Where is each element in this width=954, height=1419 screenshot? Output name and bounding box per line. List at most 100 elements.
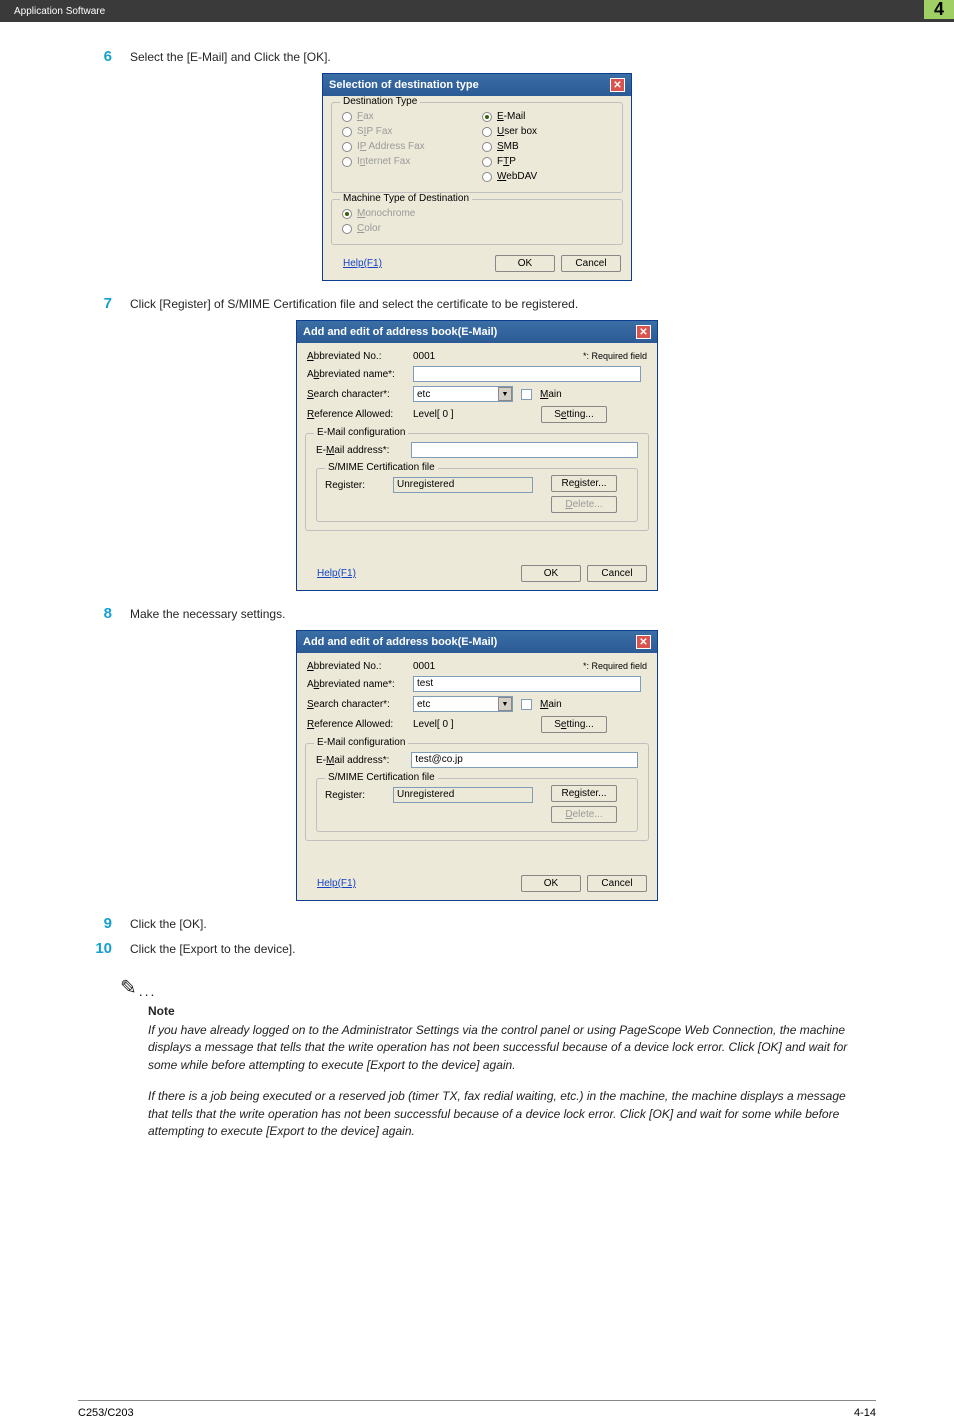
dialog2-titlebar: Add and edit of address book(E-Mail) ✕ [297, 321, 657, 343]
email-addr-label: E-Mail address*: [316, 755, 403, 766]
smime-group: S/MIME Certification file Register: Unre… [316, 468, 638, 522]
ref-value: Level[ 0 ] [413, 719, 513, 730]
dialog3-titlebar: Add and edit of address book(E-Mail) ✕ [297, 631, 657, 653]
webdav-radio[interactable]: WebDAV [482, 169, 612, 184]
email-addr-label: E-Mail address*: [316, 445, 403, 456]
search-select[interactable]: etc▼ [413, 386, 513, 402]
machine-type-label: Machine Type of Destination [340, 193, 472, 204]
mono-radio: Monochrome [342, 206, 612, 221]
sip-radio: SIP Fax [342, 124, 472, 139]
step-num-8: 8 [90, 605, 112, 622]
note-p1: If you have already logged on to the Adm… [148, 1022, 864, 1074]
email-radio[interactable]: E-Mail [482, 109, 612, 124]
help-link[interactable]: Help(F1) [317, 568, 356, 579]
destination-type-group: Destination Type Fax SIP Fax IP Address … [331, 102, 623, 193]
cancel-button[interactable]: Cancel [587, 565, 647, 582]
register-label: Register: [325, 790, 385, 801]
step-num-10: 10 [90, 940, 112, 957]
abbr-no-value: 0001 [413, 351, 503, 362]
search-label: Search character*: [307, 389, 405, 400]
search-select[interactable]: etc▼ [413, 696, 513, 712]
step-text-7: Click [Register] of S/MIME Certification… [130, 295, 864, 312]
ok-button[interactable]: OK [521, 875, 581, 892]
note-icon: ✎ ... [120, 975, 864, 1000]
step-num-6: 6 [90, 48, 112, 65]
userbox-radio[interactable]: User box [482, 124, 612, 139]
delete-button: Delete... [551, 806, 617, 823]
dialog1-titlebar: Selection of destination type ✕ [323, 74, 631, 96]
page-content: 6 Select the [E-Mail] and Click the [OK]… [0, 22, 954, 1140]
required-note: *: Required field [583, 661, 647, 671]
step-8: 8 Make the necessary settings. [90, 605, 864, 622]
email-config-group: E-Mail configuration E-Mail address*: te… [305, 743, 649, 841]
header-bar: Application Software 4 [0, 0, 954, 22]
setting-button[interactable]: Setting... [541, 406, 607, 423]
step-6: 6 Select the [E-Mail] and Click the [OK]… [90, 48, 864, 65]
dialog1-wrap: Selection of destination type ✕ Destinat… [90, 73, 864, 281]
register-buttons: Register... Delete... [551, 475, 629, 513]
step-num-7: 7 [90, 295, 112, 312]
ftp-radio[interactable]: FTP [482, 154, 612, 169]
email-input[interactable] [411, 442, 638, 458]
smime-label: S/MIME Certification file [325, 462, 438, 473]
close-icon[interactable]: ✕ [610, 78, 625, 92]
main-label: Main [540, 389, 562, 400]
abbr-name-label: Abbreviated name*: [307, 369, 405, 380]
required-note: *: Required field [583, 351, 647, 361]
addressbook-dialog-filled: Add and edit of address book(E-Mail) ✕ A… [296, 630, 658, 901]
help-link[interactable]: Help(F1) [343, 258, 382, 269]
search-label: Search character*: [307, 699, 405, 710]
radio-columns: Fax SIP Fax IP Address Fax Internet Fax … [342, 109, 612, 184]
help-link[interactable]: Help(F1) [317, 878, 356, 889]
fax-radio[interactable]: Fax [342, 109, 472, 124]
form-area: Abbreviated No.: 0001 *: Required field … [297, 653, 657, 737]
register-button[interactable]: Register... [551, 785, 617, 802]
step-text-10: Click the [Export to the device]. [130, 940, 864, 957]
smime-group: S/MIME Certification file Register: Unre… [316, 778, 638, 832]
footer-left: C253/C203 [78, 1407, 134, 1419]
email-config-label: E-Mail configuration [314, 737, 408, 748]
email-input[interactable]: test@co.jp [411, 752, 638, 768]
step-7: 7 Click [Register] of S/MIME Certificati… [90, 295, 864, 312]
register-button[interactable]: Register... [551, 475, 617, 492]
delete-button: Delete... [551, 496, 617, 513]
machine-type-group: Machine Type of Destination Monochrome C… [331, 199, 623, 245]
close-icon[interactable]: ✕ [636, 635, 651, 649]
dialog3-wrap: Add and edit of address book(E-Mail) ✕ A… [90, 630, 864, 901]
note-label: Note [148, 1004, 864, 1018]
setting-button[interactable]: Setting... [541, 716, 607, 733]
abbr-name-input[interactable]: test [413, 676, 641, 692]
ref-label: Reference Allowed: [307, 409, 405, 420]
chapter-number: 4 [924, 0, 954, 22]
abbr-no-label: Abbreviated No.: [307, 351, 405, 362]
addressbook-dialog-empty: Add and edit of address book(E-Mail) ✕ A… [296, 320, 658, 591]
register-buttons: Register... Delete... [551, 785, 629, 823]
step-num-9: 9 [90, 915, 112, 932]
smb-radio[interactable]: SMB [482, 139, 612, 154]
dialog2-wrap: Add and edit of address book(E-Mail) ✕ A… [90, 320, 864, 591]
dialog3-buttons: Help(F1) OK Cancel [297, 871, 657, 900]
form-area: Abbreviated No.: 0001 *: Required field … [297, 343, 657, 427]
step-text-8: Make the necessary settings. [130, 605, 864, 622]
close-icon[interactable]: ✕ [636, 325, 651, 339]
main-label: Main [540, 699, 562, 710]
footer: C253/C203 4-14 [78, 1400, 876, 1419]
dialog2-title: Add and edit of address book(E-Mail) [303, 326, 497, 338]
step-10: 10 Click the [Export to the device]. [90, 940, 864, 957]
dialog2-buttons: Help(F1) OK Cancel [297, 561, 657, 590]
cancel-button[interactable]: Cancel [561, 255, 621, 272]
note-dots: ... [139, 983, 157, 1000]
chevron-down-icon: ▼ [498, 697, 512, 711]
ok-button[interactable]: OK [495, 255, 555, 272]
register-status: Unregistered [393, 787, 533, 803]
ipaddr-radio: IP Address Fax [342, 139, 472, 154]
main-checkbox[interactable] [521, 389, 532, 400]
ok-button[interactable]: OK [521, 565, 581, 582]
main-checkbox[interactable] [521, 699, 532, 710]
selection-dialog: Selection of destination type ✕ Destinat… [322, 73, 632, 281]
smime-label: S/MIME Certification file [325, 772, 438, 783]
email-config-group: E-Mail configuration E-Mail address*: S/… [305, 433, 649, 531]
pen-icon: ✎ [120, 975, 137, 1000]
cancel-button[interactable]: Cancel [587, 875, 647, 892]
abbr-name-input[interactable] [413, 366, 641, 382]
